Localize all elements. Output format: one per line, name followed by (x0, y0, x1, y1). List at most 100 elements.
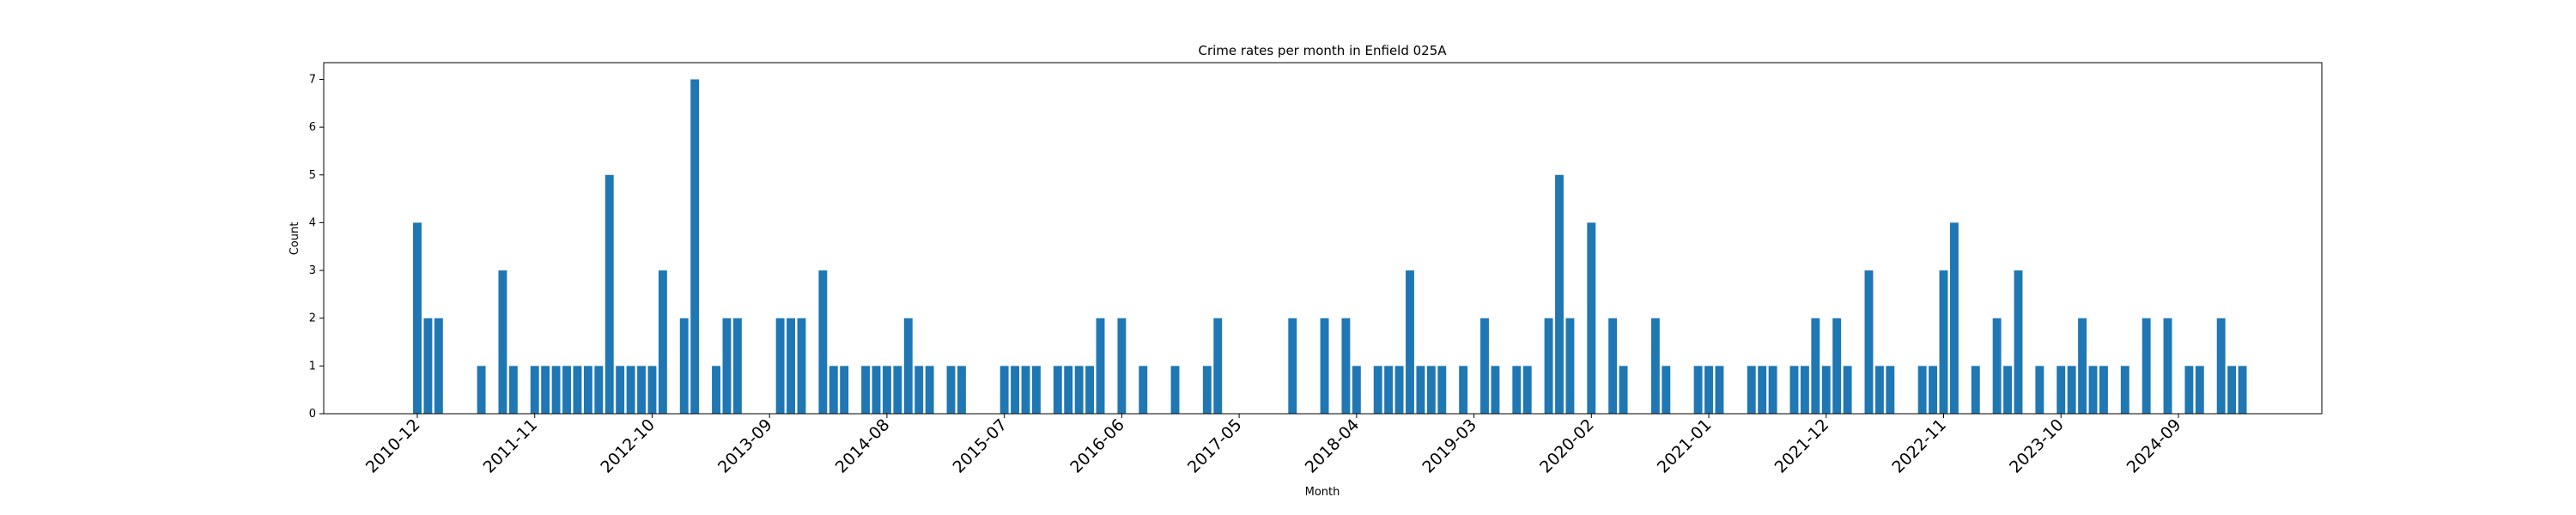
bar-2012-01 (551, 366, 561, 414)
bar-2013-10 (775, 318, 785, 414)
y-axis-label: Count (289, 222, 301, 256)
bar-2021-05 (1747, 366, 1756, 414)
bar-2013-01 (679, 318, 689, 414)
bar-2013-12 (797, 318, 806, 414)
bar-2012-09 (637, 366, 646, 414)
bar-2023-06 (2014, 270, 2023, 414)
bar-2020-02 (1587, 222, 1596, 414)
y-tick-label: 7 (309, 73, 316, 86)
bar-2011-01 (423, 318, 433, 414)
bar-2020-12 (1693, 366, 1703, 414)
bar-2014-03 (829, 366, 838, 414)
bar-2022-01 (1832, 318, 1842, 414)
bar-2011-06 (477, 366, 486, 414)
bar-2015-10 (1031, 366, 1041, 414)
y-tick-label: 3 (309, 264, 316, 277)
bar-2015-02 (946, 366, 956, 414)
y-tick-label: 2 (309, 312, 316, 325)
bar-2012-05 (594, 366, 604, 414)
bar-2022-06 (1886, 366, 1895, 414)
bar-2023-10 (2057, 366, 2066, 414)
y-axis: 0 1 2 3 4 5 6 7 (309, 73, 324, 421)
bar-2023-12 (2078, 318, 2087, 414)
bar-2022-10 (1929, 366, 1938, 414)
bar-2024-11 (2195, 366, 2204, 414)
bar-2011-11 (530, 366, 539, 414)
bar-2023-08 (2035, 366, 2044, 414)
bar-2018-03 (1341, 318, 1351, 414)
bar-2021-01 (1704, 366, 1713, 414)
bar-2012-10 (647, 366, 657, 414)
plot-frame (323, 62, 2323, 415)
bar-2015-08 (1011, 366, 1020, 414)
bar-2011-08 (498, 270, 507, 414)
bars-group (413, 79, 2247, 414)
bar-2019-02 (1459, 366, 1468, 414)
bar-2022-12 (1949, 222, 1959, 414)
bar-2015-07 (999, 366, 1009, 414)
chart-title: Crime rates per month in Enfield 025A (1198, 43, 1447, 58)
bar-2021-06 (1758, 366, 1767, 414)
bar-2022-02 (1843, 366, 1852, 414)
y-tick-label: 5 (309, 169, 316, 182)
bar-2021-09 (1789, 366, 1799, 414)
bar-2013-06 (732, 318, 742, 414)
bar-2023-02 (1971, 366, 1980, 414)
bar-2013-04 (712, 366, 720, 414)
bar-2016-02 (1074, 366, 1084, 414)
bar-2020-08 (1650, 318, 1660, 414)
bar-2018-12 (1437, 366, 1447, 414)
bar-2025-01 (2216, 318, 2226, 414)
bar-2019-11 (1555, 174, 1564, 414)
bar-2014-06 (861, 366, 871, 414)
bar-2012-07 (616, 366, 625, 414)
bar-2012-06 (605, 174, 614, 414)
bar-2014-12 (925, 366, 934, 414)
y-tick-label: 6 (309, 121, 316, 134)
bar-2020-09 (1662, 366, 1671, 414)
bar-2021-11 (1811, 318, 1820, 414)
bar-2021-10 (1800, 366, 1809, 414)
bar-2014-08 (882, 366, 891, 414)
bar-2024-10 (2184, 366, 2194, 414)
bar-2010-12 (413, 222, 422, 414)
bar-2012-03 (573, 366, 582, 414)
bar-2014-10 (903, 318, 913, 414)
bar-2013-02 (690, 79, 700, 414)
bar-2018-07 (1384, 366, 1394, 414)
bar-2011-02 (434, 318, 443, 414)
bar-2014-02 (818, 270, 828, 414)
bar-2017-10 (1288, 318, 1297, 414)
bar-2014-04 (840, 366, 849, 414)
bar-2015-12 (1053, 366, 1062, 414)
bar-2011-09 (508, 366, 518, 414)
y-tick-label: 4 (309, 216, 316, 229)
bar-2021-02 (1715, 366, 1724, 414)
bar-2023-05 (2003, 366, 2013, 414)
bar-2016-08 (1139, 366, 1148, 414)
bar-2016-06 (1117, 318, 1127, 414)
bar-2019-08 (1522, 366, 1532, 414)
bar-2019-04 (1480, 318, 1489, 414)
bar-2023-11 (2067, 366, 2076, 414)
bar-2018-01 (1320, 318, 1329, 414)
bar-2018-04 (1352, 366, 1361, 414)
bar-2019-05 (1491, 366, 1500, 414)
bar-2016-11 (1170, 366, 1180, 414)
bar-2023-04 (1992, 318, 2002, 414)
bar-2020-05 (1619, 366, 1628, 414)
bar-2022-09 (1917, 366, 1927, 414)
bar-2021-07 (1768, 366, 1777, 414)
bar-2018-06 (1373, 366, 1382, 414)
bar-2016-01 (1064, 366, 1073, 414)
y-tick-label: 0 (309, 408, 316, 421)
y-tick-label: 1 (309, 360, 316, 373)
bar-2011-12 (541, 366, 550, 414)
x-axis-label: Month (1305, 486, 1340, 499)
bar-2024-01 (2088, 366, 2098, 414)
bar-2022-11 (1939, 270, 1948, 414)
bar-2025-02 (2227, 366, 2237, 414)
bar-2019-12 (1565, 318, 1575, 414)
